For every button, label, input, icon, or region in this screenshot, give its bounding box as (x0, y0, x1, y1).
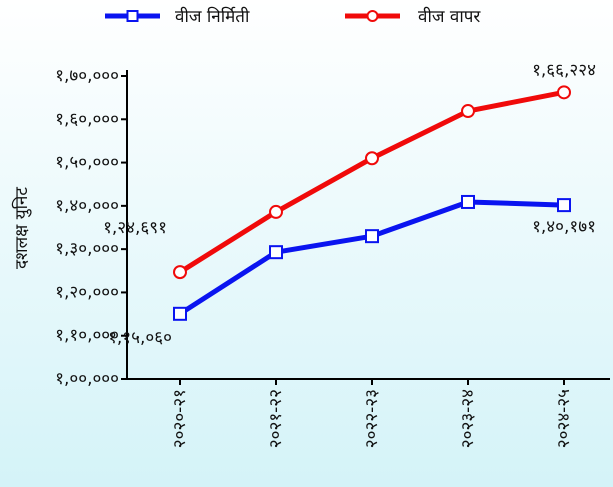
y-tick-label: १,००,००० (55, 369, 119, 389)
marker (173, 306, 187, 321)
x-tick-label: २०२४-२५ (554, 389, 574, 448)
marker (365, 151, 379, 166)
legend-marker (126, 10, 139, 22)
y-axis-label: दशलक्ष युनिट (11, 187, 32, 269)
marker (461, 104, 475, 119)
legend-marker (366, 10, 379, 22)
legend-label: वीज निर्मिती (175, 6, 250, 27)
marker (269, 245, 283, 260)
data-label: १,१५,०६० (108, 328, 172, 348)
y-tick-label: १,३०,००० (55, 239, 119, 259)
y-tick-label: १,५०,००० (55, 153, 119, 173)
y-tick-label: १,७०,००० (55, 66, 119, 86)
marker (557, 85, 571, 100)
x-tick-label: २०२२-२३ (362, 389, 382, 448)
x-tick-label: २०२१-२२ (266, 389, 286, 448)
y-tick-label: १,२०,००० (55, 282, 119, 302)
marker (365, 229, 379, 244)
y-tick-label: १,४०,००० (55, 196, 119, 216)
marker (269, 204, 283, 219)
marker (461, 194, 475, 209)
data-label: १,४०,१७१ (532, 217, 596, 237)
y-tick-label: १,१०,००० (55, 326, 119, 346)
x-tick-label: २०२०-२१ (170, 389, 190, 448)
data-label: १,२४,६९१ (103, 218, 167, 238)
marker (173, 265, 187, 280)
x-tick-label: २०२३-२४ (458, 389, 478, 448)
legend-label: वीज वापर (418, 6, 481, 27)
data-label: १,६६,२२४ (532, 60, 596, 80)
y-tick-label: १,६०,००० (55, 109, 119, 129)
marker (557, 198, 571, 213)
